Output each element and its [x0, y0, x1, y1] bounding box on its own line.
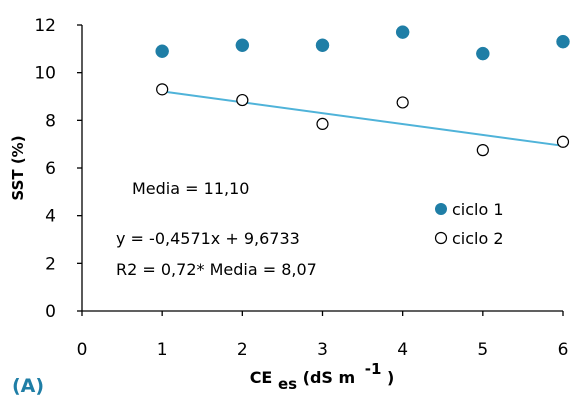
legend-marker-ciclo1: [435, 203, 447, 215]
points-layer: [155, 25, 570, 157]
y-tick-label: 12: [34, 16, 56, 36]
x-axis-title-superscript: -1: [365, 360, 382, 378]
annotation-regression-equation: y = -0,4571x + 9,6733: [116, 229, 300, 248]
x-tick-label: 1: [157, 340, 168, 360]
trendline-ciclo2: [162, 90, 564, 147]
annotation-media-ciclo1: Media = 11,10: [132, 179, 249, 198]
x-axis-title-unit-end: ): [387, 368, 394, 387]
point-ciclo2: [556, 135, 570, 148]
x-tick-label: 6: [558, 340, 569, 360]
x-tick-label: 0: [77, 340, 88, 360]
point-ciclo1: [155, 44, 169, 58]
legend-marker-ciclo2: [434, 231, 448, 245]
legend: ciclo 1 ciclo 2: [434, 200, 504, 248]
panel-label: (A): [12, 375, 44, 397]
x-axis-title: CE es (dS m -1 ): [250, 359, 395, 393]
point-ciclo2: [236, 93, 249, 107]
annotation-r2-media: R2 = 0,72* Media = 8,07: [116, 260, 317, 279]
point-ciclo1: [556, 34, 570, 49]
y-tick-label: 6: [45, 159, 56, 179]
x-axis-title-main: CE: [250, 368, 273, 387]
point-ciclo2: [316, 117, 329, 131]
y-tick-label: 2: [45, 254, 56, 274]
point-ciclo2: [156, 83, 169, 96]
y-tick-label: 8: [45, 111, 56, 131]
y-tick-label: 4: [45, 207, 56, 227]
y-axis-title: SST (%): [9, 135, 27, 200]
x-tick-label: 3: [317, 340, 328, 360]
x-tick-label: 4: [397, 340, 408, 360]
trendline-layer: [162, 90, 564, 147]
y-tick-label: 10: [34, 64, 56, 84]
y-axis-ticks: 0 2 4 6 8 10 12: [34, 16, 82, 322]
x-tick-label: 2: [237, 340, 248, 360]
point-ciclo1: [476, 46, 490, 61]
x-tick-label: 5: [477, 340, 488, 360]
x-axis-title-subscript: es: [278, 375, 297, 393]
point-ciclo1: [315, 38, 330, 53]
point-ciclo2: [396, 96, 409, 109]
legend-label-ciclo2: ciclo 2: [452, 229, 504, 248]
legend-label-ciclo1: ciclo 1: [452, 200, 504, 219]
point-ciclo1: [395, 25, 410, 39]
x-axis-ticks: 0 1 2 3 4 5 6: [77, 311, 569, 360]
point-ciclo1: [235, 38, 250, 53]
y-tick-label: 0: [45, 302, 56, 322]
point-ciclo2: [476, 144, 489, 157]
x-axis-title-unit: (dS m: [303, 368, 356, 387]
